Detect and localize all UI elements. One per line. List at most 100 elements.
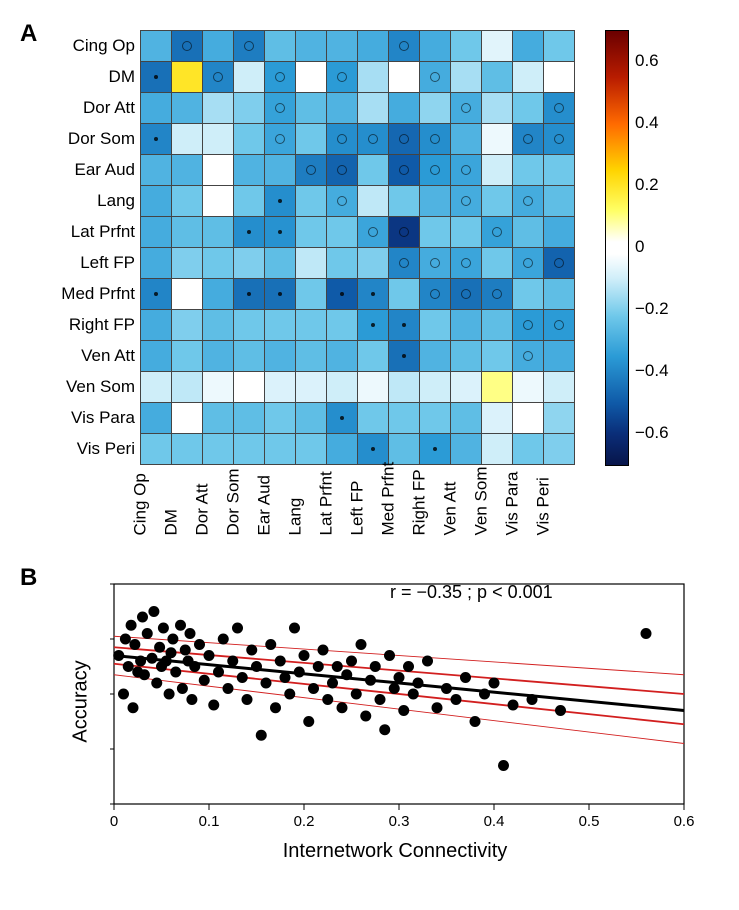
x-tick-label: 0 bbox=[110, 813, 118, 830]
heatmap-cell bbox=[544, 217, 575, 248]
scatter-point bbox=[166, 647, 177, 658]
heatmap-cell bbox=[203, 341, 234, 372]
heatmap-cell bbox=[234, 93, 265, 124]
heatmap-cell bbox=[513, 310, 544, 341]
marker-circle-icon bbox=[399, 134, 409, 144]
scatter-point bbox=[170, 667, 181, 678]
marker-circle-icon bbox=[275, 134, 285, 144]
colorbar-area: 0.60.40.20−0.2−0.4−0.6 bbox=[605, 30, 689, 464]
heatmap-cell bbox=[141, 372, 172, 403]
heatmap-cell bbox=[141, 186, 172, 217]
heatmap-cell bbox=[482, 62, 513, 93]
heatmap-cell bbox=[513, 403, 544, 434]
scatter-point bbox=[289, 623, 300, 634]
heatmap-cell bbox=[420, 279, 451, 310]
heatmap-cell bbox=[296, 155, 327, 186]
colorbar-tick: 0.2 bbox=[635, 175, 659, 195]
marker-circle-icon bbox=[554, 103, 564, 113]
heatmap-cell bbox=[265, 310, 296, 341]
marker-circle-icon bbox=[523, 320, 533, 330]
marker-dot-icon bbox=[371, 447, 375, 451]
scatter-point bbox=[508, 700, 519, 711]
scatter-xlabel: Internetwork Connectivity bbox=[110, 840, 680, 863]
heatmap-cell bbox=[327, 186, 358, 217]
heatmap-cell bbox=[544, 155, 575, 186]
scatter-point bbox=[151, 678, 162, 689]
marker-circle-icon bbox=[523, 351, 533, 361]
scatter-point bbox=[164, 689, 175, 700]
scatter-point bbox=[218, 634, 229, 645]
heatmap-cell bbox=[203, 93, 234, 124]
marker-circle-icon bbox=[430, 258, 440, 268]
heatmap-area: Cing OpDMDor AttDor SomEar AudLangLat Pr… bbox=[140, 30, 575, 465]
scatter-point bbox=[180, 645, 191, 656]
heatmap-cell bbox=[234, 62, 265, 93]
scatter-point bbox=[451, 694, 462, 705]
marker-dot-icon bbox=[278, 292, 282, 296]
heatmap-cell bbox=[234, 217, 265, 248]
heatmap-cell bbox=[203, 155, 234, 186]
heatmap-cell bbox=[296, 372, 327, 403]
scatter-point bbox=[167, 634, 178, 645]
scatter-point bbox=[375, 694, 386, 705]
heatmap-cell bbox=[141, 341, 172, 372]
scatter-point bbox=[379, 724, 390, 735]
heatmap-x-label: Cing Op bbox=[131, 505, 151, 536]
heatmap-cell bbox=[203, 279, 234, 310]
heatmap-cell bbox=[172, 341, 203, 372]
marker-dot-icon bbox=[278, 230, 282, 234]
marker-circle-icon bbox=[244, 41, 254, 51]
heatmap-cell bbox=[141, 310, 172, 341]
heatmap-cell bbox=[389, 403, 420, 434]
heatmap-cell bbox=[451, 155, 482, 186]
marker-dot-icon bbox=[154, 75, 158, 79]
heatmap-cell bbox=[358, 403, 389, 434]
scatter-point bbox=[370, 661, 381, 672]
marker-dot-icon bbox=[154, 137, 158, 141]
scatter-point bbox=[360, 711, 371, 722]
heatmap-cell bbox=[296, 93, 327, 124]
heatmap-x-label: Vis Peri bbox=[534, 505, 554, 536]
heatmap-cell bbox=[327, 155, 358, 186]
marker-circle-icon bbox=[337, 72, 347, 82]
heatmap-cell bbox=[327, 279, 358, 310]
marker-circle-icon bbox=[461, 103, 471, 113]
marker-circle-icon bbox=[523, 134, 533, 144]
marker-dot-icon bbox=[154, 292, 158, 296]
heatmap-cell bbox=[234, 279, 265, 310]
heatmap-cell bbox=[420, 93, 451, 124]
heatmap-cell bbox=[296, 434, 327, 465]
heatmap-cell bbox=[420, 403, 451, 434]
heatmap-cell bbox=[141, 31, 172, 62]
heatmap-cell bbox=[358, 217, 389, 248]
heatmap-cell bbox=[451, 31, 482, 62]
heatmap-cell bbox=[482, 279, 513, 310]
scatter-point bbox=[384, 650, 395, 661]
panel-b: B Accuracy r = −0.35 ; p < 0.001 00.10.2… bbox=[20, 570, 720, 890]
heatmap-cell bbox=[544, 434, 575, 465]
heatmap-cell bbox=[451, 124, 482, 155]
heatmap-cell bbox=[389, 434, 420, 465]
scatter-point bbox=[204, 650, 215, 661]
heatmap-cell bbox=[389, 310, 420, 341]
marker-circle-icon bbox=[430, 72, 440, 82]
scatter-point bbox=[460, 672, 471, 683]
scatter-point bbox=[120, 634, 131, 645]
heatmap-cell bbox=[265, 248, 296, 279]
heatmap-cell bbox=[203, 124, 234, 155]
heatmap-cell bbox=[358, 93, 389, 124]
heatmap-cell bbox=[327, 124, 358, 155]
heatmap-cell bbox=[513, 341, 544, 372]
scatter-point bbox=[154, 642, 165, 653]
heatmap-cell bbox=[234, 310, 265, 341]
heatmap-cell bbox=[451, 217, 482, 248]
heatmap-cell bbox=[358, 124, 389, 155]
heatmap-cell bbox=[296, 341, 327, 372]
heatmap-cell bbox=[544, 310, 575, 341]
heatmap-cell bbox=[327, 341, 358, 372]
marker-circle-icon bbox=[337, 196, 347, 206]
marker-circle-icon bbox=[399, 41, 409, 51]
marker-dot-icon bbox=[340, 292, 344, 296]
marker-circle-icon bbox=[430, 134, 440, 144]
heatmap-cell bbox=[482, 403, 513, 434]
